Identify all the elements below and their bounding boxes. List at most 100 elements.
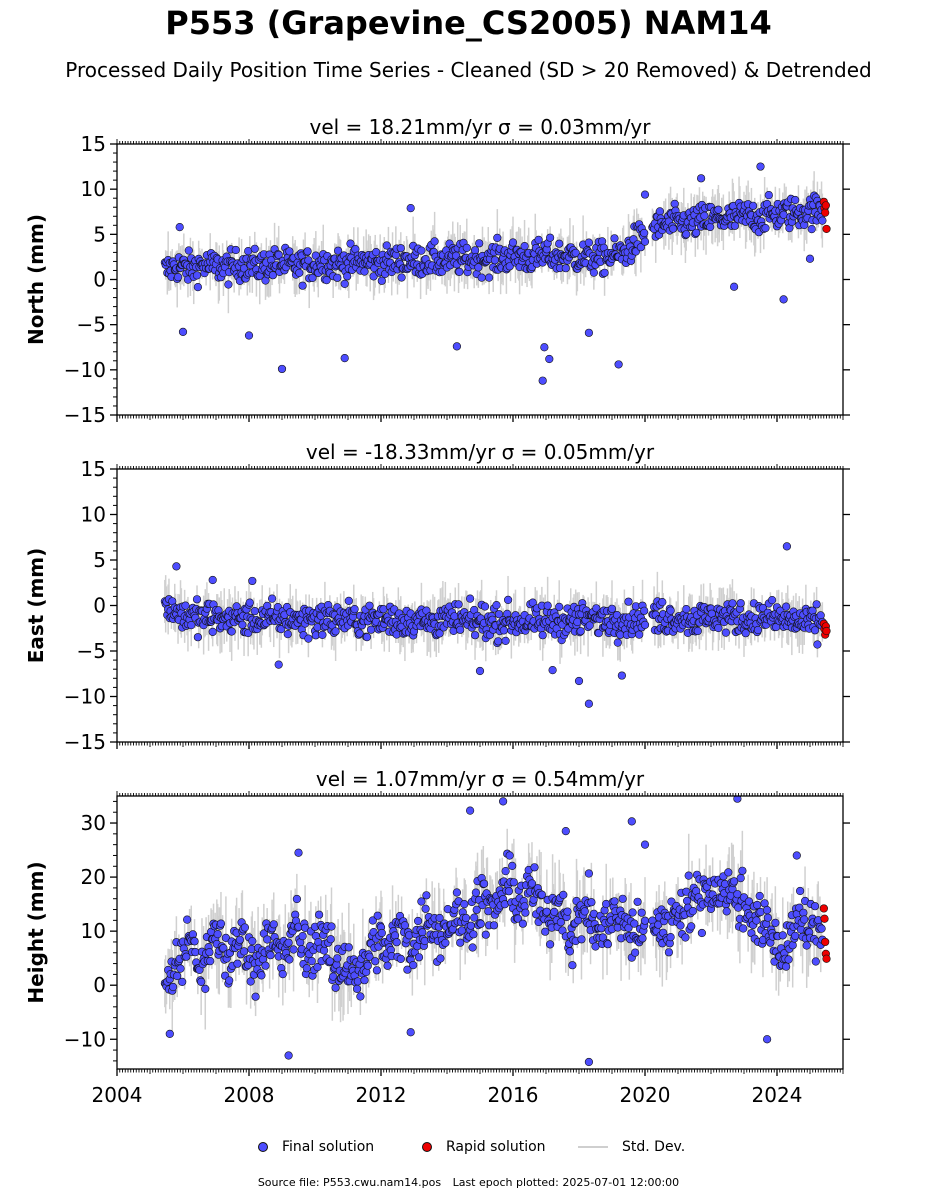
panel-height-final-point: [225, 976, 234, 985]
panel-north-final-point: [764, 191, 773, 200]
panel-height-final-point: [603, 940, 613, 949]
panel-north-final-point: [369, 272, 378, 281]
panel-east-final-point: [331, 627, 340, 636]
panel-height-final-point: [799, 908, 808, 917]
panel-height-final-point: [247, 944, 256, 954]
panel-north-outlier-point: [696, 174, 706, 183]
panel-height-final-point: [580, 907, 589, 916]
panel-height-final-point: [421, 904, 430, 913]
panel-height-final-point: [197, 977, 206, 987]
panel-height-final-point: [417, 897, 426, 906]
panel-height-final-point: [550, 907, 559, 917]
panel-height-outlier-point: [640, 840, 650, 849]
panel-height-final-point: [505, 851, 514, 860]
panel-east-final-point: [367, 625, 376, 634]
panel-height-final-point: [788, 941, 797, 950]
panel-height-outlier-point: [561, 827, 570, 836]
panel-north-ylabel: North (mm): [24, 214, 48, 345]
panel-east-rapid-points: [819, 619, 831, 639]
panel-north-title: vel = 18.21mm/yr σ = 0.03mm/yr: [310, 115, 652, 139]
panel-east-final-point: [538, 631, 547, 640]
panel-north-ytick-label: −5: [77, 313, 106, 337]
panel-north-final-point: [485, 273, 494, 282]
panel-height-final-point: [190, 937, 199, 946]
panel-height-outlier-point: [499, 797, 508, 806]
panel-east-final-point: [607, 604, 617, 613]
panel-height-ytick-label: 10: [81, 919, 106, 943]
chart-title: P553 (Grapevine_CS2005) NAM14: [165, 4, 772, 42]
panel-north-outlier-point: [175, 223, 184, 232]
panel-height-final-point: [795, 886, 805, 896]
panel-north-final-point: [346, 239, 355, 248]
panel-north-final-point: [224, 280, 233, 289]
panel-north-final-point: [700, 211, 709, 220]
panel-north-final-point: [231, 245, 240, 255]
panel-east-ylabel: East (mm): [24, 548, 48, 664]
panel-east-ytick-label: −15: [64, 730, 106, 754]
panel-height-rapid-points: [819, 904, 831, 963]
panel-height-final-point: [235, 935, 244, 944]
panel-height-final-point: [219, 943, 228, 953]
panel-height-final-point: [810, 902, 820, 911]
chart-canvas: vel = 18.21mm/yr σ = 0.03mm/yr North (mm)…: [24, 115, 850, 1107]
panel-east-final-point: [753, 625, 763, 635]
panel-north-final-points: [160, 191, 827, 292]
panel-height-final-point: [372, 966, 382, 975]
panel-height-final-point: [518, 919, 528, 928]
panel-east-final-point: [640, 606, 649, 615]
panel-east-final-point: [193, 633, 202, 642]
panel-north-final-point: [295, 268, 304, 278]
panel-north-final-point: [807, 225, 816, 234]
panel-height-final-point: [468, 943, 477, 952]
panel-height-final-point: [292, 894, 302, 904]
panel-height-final-point: [435, 913, 444, 923]
panel-height-final-point: [760, 899, 769, 908]
panel-height-final-point: [246, 977, 255, 986]
panel-height-final-point: [371, 957, 380, 966]
panel-height-final-point: [513, 914, 523, 923]
panel-height-final-point: [377, 928, 386, 938]
panel-north-final-point: [571, 248, 580, 257]
panel-height-final-point: [796, 925, 806, 934]
panel-height-final-point: [201, 984, 210, 994]
panel-east-final-point: [181, 601, 190, 610]
panel-height-final-point: [331, 983, 340, 992]
panel-north-final-point: [304, 256, 313, 265]
panel-height-outlier-point: [165, 1029, 174, 1038]
panel-east-final-point: [658, 597, 667, 607]
panel-height-rapid-point: [822, 954, 831, 963]
panel-north-outlier-point: [178, 327, 188, 336]
panel-height-final-point: [633, 897, 642, 906]
panel-east-final-point: [466, 594, 475, 603]
panel-height-final-point: [753, 900, 762, 910]
panel-east-ytick-label: −10: [64, 685, 106, 709]
panel-height-final-point: [791, 931, 800, 941]
panel-east-ytick-label: 5: [93, 548, 106, 572]
panel-height-outlier-point: [792, 851, 801, 860]
panel-height-final-point: [356, 992, 365, 1001]
panel-north-outlier-point: [538, 376, 547, 385]
panel-north-final-point: [670, 199, 679, 208]
panel-north-final-point: [417, 246, 426, 255]
panel-height-final-point: [778, 931, 787, 940]
panel-height-final-point: [409, 960, 418, 970]
panel-north-final-point: [340, 279, 349, 289]
panel-height-final-point: [736, 873, 745, 883]
panel-east-final-point: [736, 599, 745, 608]
panel-north-plot-area: [160, 162, 831, 385]
panel-height-final-point: [640, 916, 650, 925]
panel-height-final-point: [248, 936, 257, 946]
panel-height-final-point: [664, 948, 674, 957]
panel-east-final-point: [640, 620, 650, 630]
panel-east-final-point: [494, 637, 503, 646]
panel-east-final-point: [624, 597, 633, 606]
panel-north-final-point: [561, 264, 570, 273]
panel-north-final-point: [534, 235, 543, 244]
panel-north-final-point: [474, 263, 483, 272]
panel-height-final-point: [178, 977, 187, 987]
panel-height-final-point: [681, 933, 690, 942]
panel-height-final-point: [802, 941, 811, 950]
panel-height-final-point: [771, 918, 780, 928]
panel-east-outlier-point: [172, 562, 181, 571]
panel-height-final-point: [637, 908, 646, 917]
